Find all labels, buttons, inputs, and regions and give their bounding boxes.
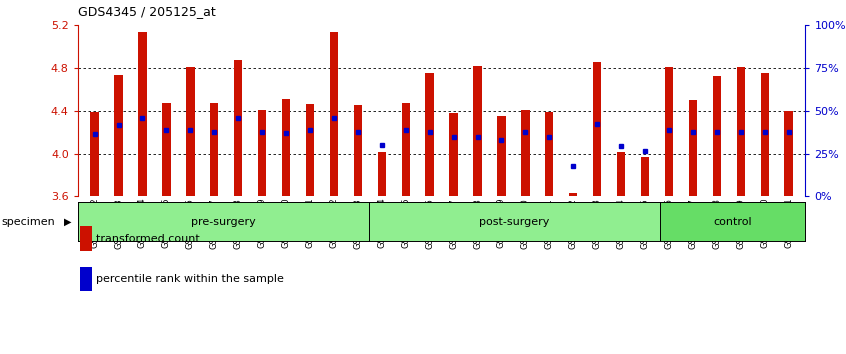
Bar (665, 67, 673, 196)
Bar (497, 116, 506, 196)
Bar (234, 60, 242, 196)
Bar (617, 153, 625, 196)
Bar (305, 104, 314, 196)
Bar (354, 105, 362, 196)
Bar (569, 193, 578, 196)
Bar (210, 103, 218, 196)
Bar (258, 109, 266, 196)
Bar (114, 75, 123, 196)
Text: specimen: specimen (2, 217, 56, 227)
Bar (689, 100, 697, 196)
Bar (784, 110, 793, 196)
Bar (138, 32, 146, 196)
Bar (473, 65, 481, 196)
Bar (330, 32, 338, 196)
Bar (377, 153, 386, 196)
Text: pre-surgery: pre-surgery (191, 217, 255, 227)
Bar (521, 109, 530, 196)
Bar (91, 112, 99, 196)
Bar (426, 73, 434, 196)
Text: control: control (713, 217, 752, 227)
Bar (761, 73, 769, 196)
Bar (593, 62, 602, 196)
Text: post-surgery: post-surgery (479, 217, 550, 227)
Bar (712, 76, 721, 196)
Bar (641, 157, 649, 196)
Bar (282, 99, 290, 196)
Bar (449, 113, 458, 196)
Text: percentile rank within the sample: percentile rank within the sample (96, 274, 284, 284)
Bar (162, 103, 171, 196)
Text: GDS4345 / 205125_at: GDS4345 / 205125_at (78, 5, 216, 18)
Text: transformed count: transformed count (96, 234, 201, 244)
Text: ▶: ▶ (63, 217, 71, 227)
Bar (545, 112, 553, 196)
Bar (737, 67, 745, 196)
Bar (186, 67, 195, 196)
Bar (402, 103, 410, 196)
